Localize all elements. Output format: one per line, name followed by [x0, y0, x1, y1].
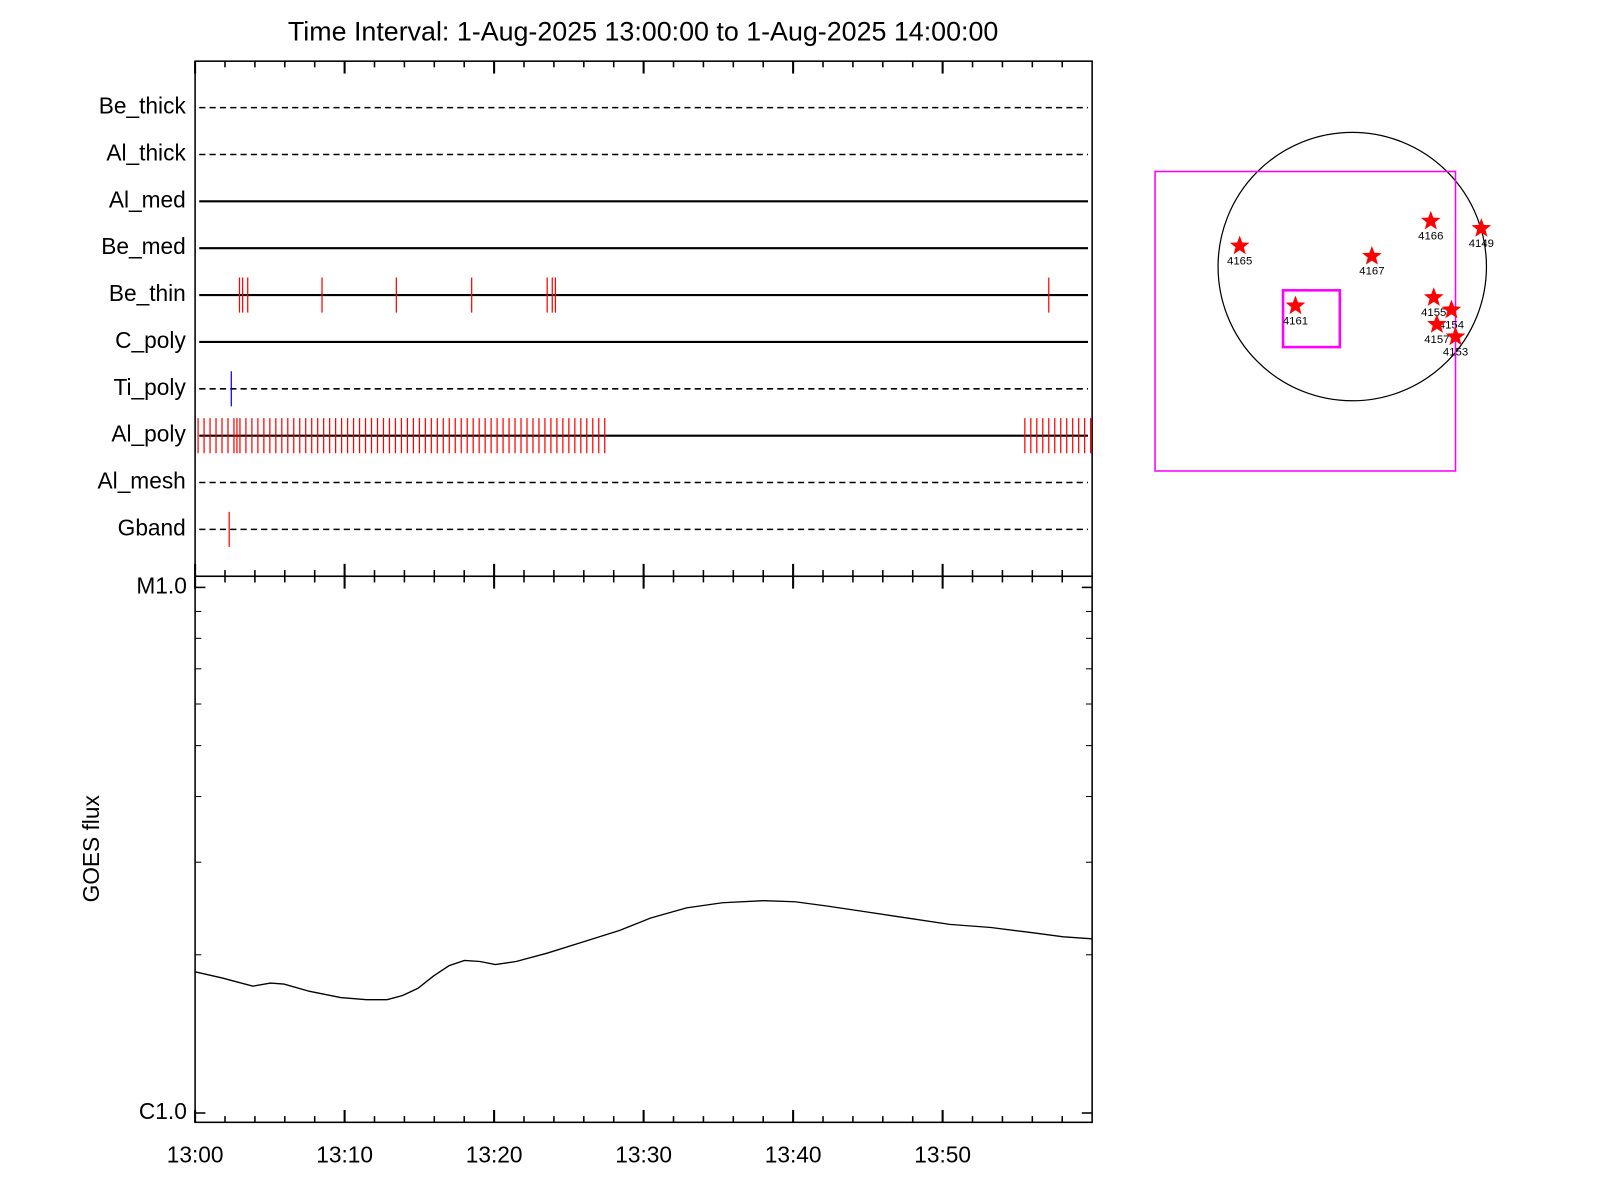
region-label: 4154 — [1439, 319, 1464, 331]
region-label: 4157 — [1424, 334, 1449, 346]
y-axis-label: GOES flux — [78, 795, 104, 903]
row-label: Al_med — [109, 186, 186, 212]
row-label: Be_thick — [99, 93, 187, 119]
region-star — [1471, 218, 1492, 237]
x-tick-label: 13:40 — [765, 1141, 822, 1167]
row-label: Al_poly — [111, 421, 186, 447]
region-label: 4155 — [1421, 307, 1446, 319]
row-label: Al_mesh — [98, 468, 186, 494]
region-star — [1420, 210, 1441, 230]
region-label: 4167 — [1359, 266, 1384, 278]
region-label: 4166 — [1418, 231, 1443, 243]
field-of-view-box — [1281, 289, 1342, 349]
field-of-view-box — [1154, 170, 1457, 472]
row-label: C_poly — [115, 327, 186, 353]
region-label: 4165 — [1227, 255, 1252, 267]
region-star — [1362, 245, 1382, 265]
region-label: 4161 — [1283, 315, 1308, 327]
y-tick-label: M1.0 — [136, 572, 186, 598]
region-star — [1445, 326, 1466, 346]
solar-disk — [1217, 131, 1488, 402]
x-tick-label: 13:00 — [167, 1141, 224, 1167]
x-tick-label: 13:30 — [615, 1141, 672, 1167]
row-label: Al_thick — [106, 139, 186, 165]
goes-flux-line — [194, 899, 1093, 1001]
region-star — [1423, 287, 1444, 306]
region-star — [1285, 295, 1306, 315]
region-label: 4149 — [1469, 238, 1494, 250]
chart-title: Time Interval: 1-Aug-2025 13:00:00 to 1-… — [288, 16, 998, 46]
y-tick-label: C1.0 — [139, 1098, 187, 1124]
row-label: Gband — [118, 514, 186, 540]
row-label: Be_med — [101, 233, 186, 259]
row-label: Ti_poly — [114, 374, 187, 400]
region-star — [1427, 314, 1447, 333]
region-label: 4153 — [1443, 346, 1468, 358]
region-star — [1441, 299, 1462, 319]
plot-frame — [194, 60, 1093, 578]
x-tick-label: 13:10 — [316, 1141, 373, 1167]
row-label: Be_thin — [109, 280, 186, 306]
x-tick-label: 13:20 — [466, 1141, 523, 1167]
plot-frame — [194, 575, 1093, 1124]
x-tick-label: 13:50 — [914, 1141, 971, 1167]
region-star — [1229, 235, 1250, 255]
